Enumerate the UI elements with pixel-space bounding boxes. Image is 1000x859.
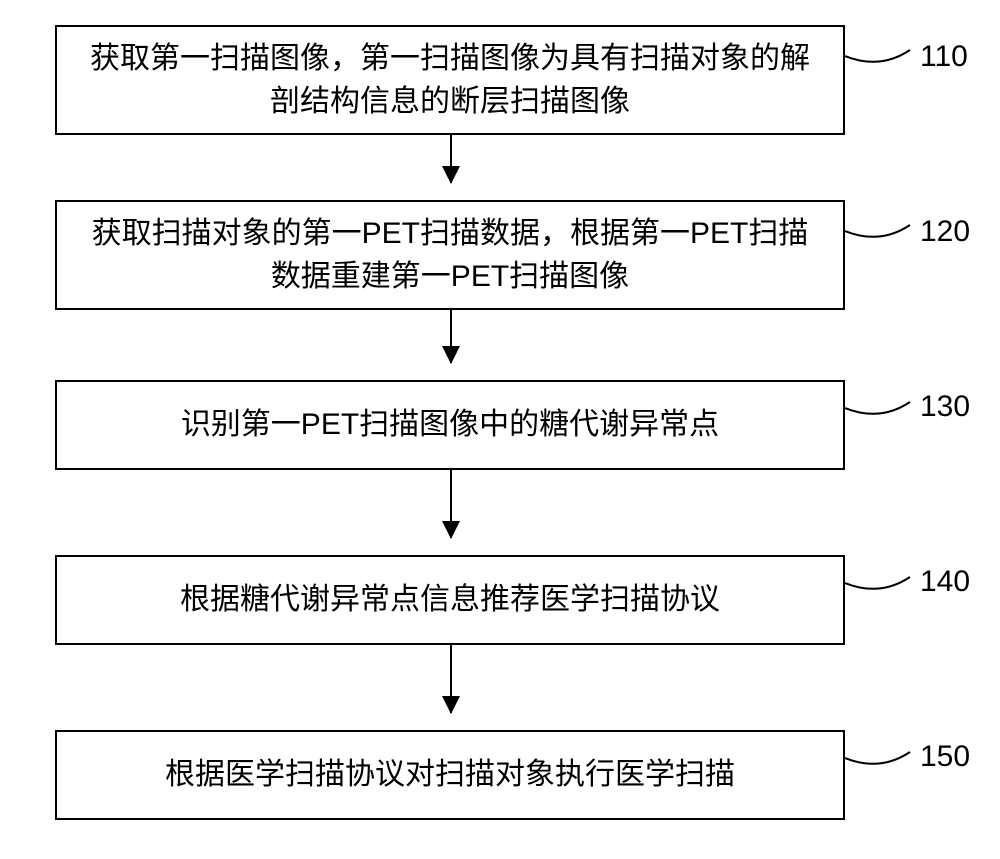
- flowchart-canvas: 获取第一扫描图像，第一扫描图像为具有扫描对象的解剖结构信息的断层扫描图像 110…: [0, 0, 1000, 859]
- arrow-130-140: [450, 470, 452, 538]
- step-text-120: 获取扫描对象的第一PET扫描数据，根据第一PET扫描数据重建第一PET扫描图像: [77, 212, 823, 299]
- leader-110: [845, 40, 915, 70]
- leader-120: [845, 215, 915, 245]
- step-label-120: 120: [920, 215, 970, 249]
- step-box-150: 根据医学扫描协议对扫描对象执行医学扫描: [55, 730, 845, 820]
- step-text-110: 获取第一扫描图像，第一扫描图像为具有扫描对象的解剖结构信息的断层扫描图像: [77, 37, 823, 124]
- step-text-140: 根据糖代谢异常点信息推荐医学扫描协议: [180, 578, 720, 622]
- step-label-110: 110: [920, 40, 968, 74]
- arrow-140-150: [450, 645, 452, 713]
- step-box-140: 根据糖代谢异常点信息推荐医学扫描协议: [55, 555, 845, 645]
- arrow-120-130: [450, 310, 452, 363]
- arrow-110-120: [450, 135, 452, 183]
- leader-130: [845, 392, 915, 422]
- step-text-150: 根据医学扫描协议对扫描对象执行医学扫描: [165, 753, 735, 797]
- step-label-150: 150: [920, 740, 970, 774]
- step-text-130: 识别第一PET扫描图像中的糖代谢异常点: [181, 403, 719, 447]
- step-box-130: 识别第一PET扫描图像中的糖代谢异常点: [55, 380, 845, 470]
- step-label-130: 130: [920, 390, 970, 424]
- step-box-110: 获取第一扫描图像，第一扫描图像为具有扫描对象的解剖结构信息的断层扫描图像: [55, 25, 845, 135]
- step-box-120: 获取扫描对象的第一PET扫描数据，根据第一PET扫描数据重建第一PET扫描图像: [55, 200, 845, 310]
- step-label-140: 140: [920, 565, 970, 599]
- leader-150: [845, 742, 915, 772]
- leader-140: [845, 567, 915, 597]
